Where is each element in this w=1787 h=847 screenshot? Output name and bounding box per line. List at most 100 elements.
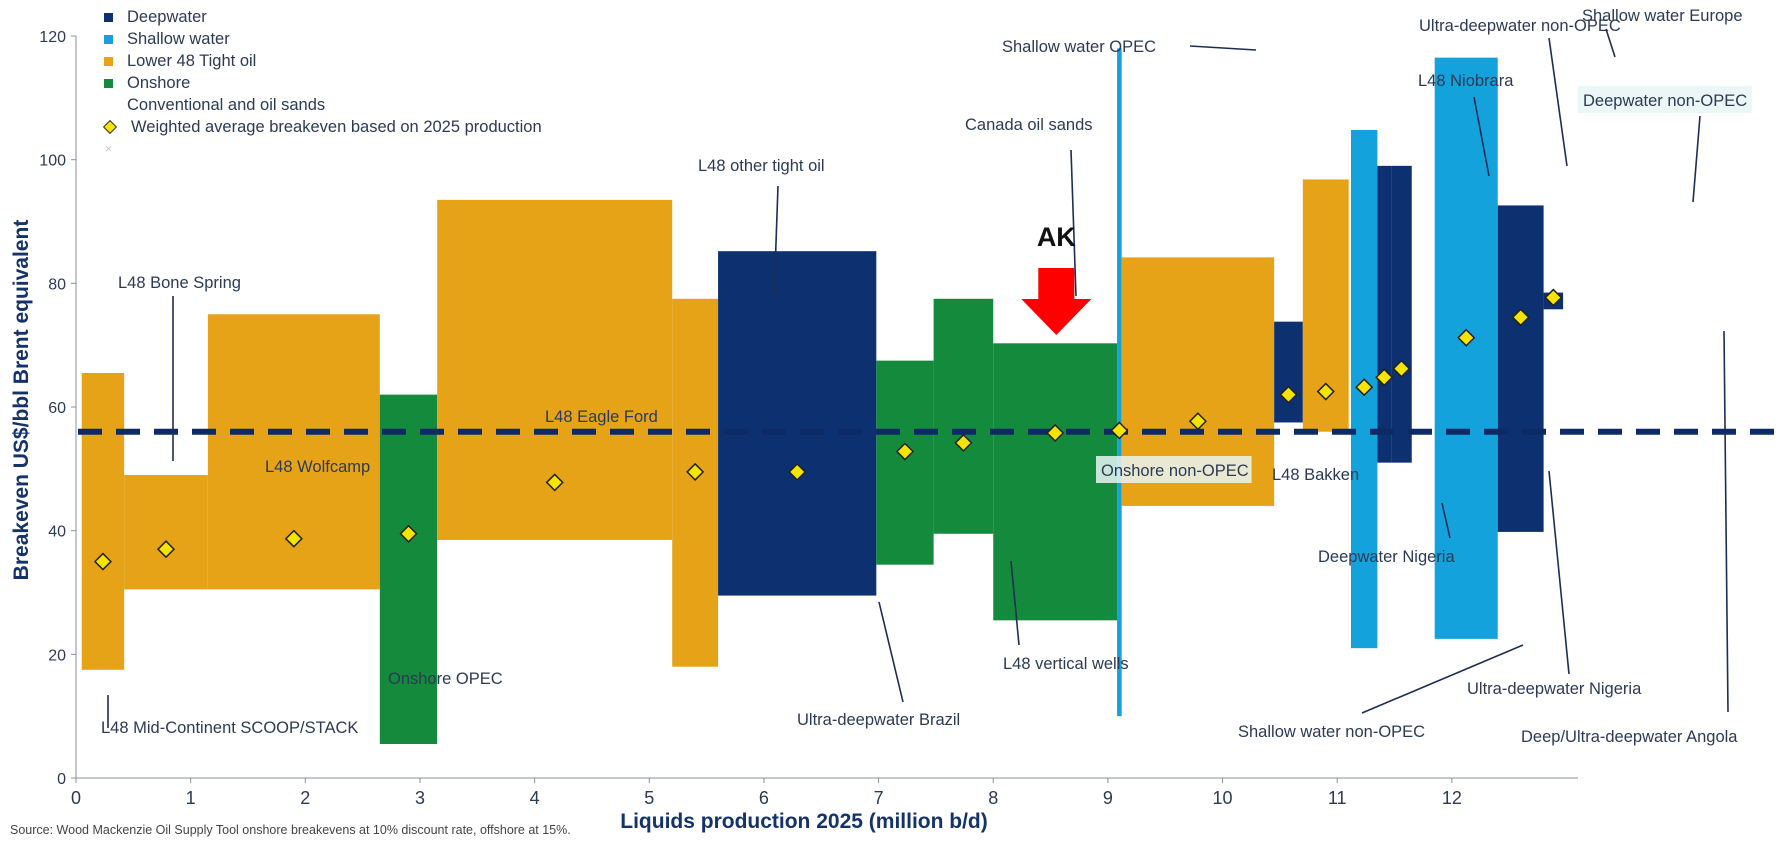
source-note: Source: Wood Mackenzie Oil Supply Tool o… [10, 823, 571, 837]
average-marker [1544, 288, 1563, 307]
segment-label: Canada oil sands [965, 116, 1093, 134]
segment-label: L48 Wolfcamp [265, 458, 370, 476]
leader-line [1692, 115, 1701, 203]
x-tick-label: 1 [186, 788, 196, 808]
average-marker [156, 540, 176, 559]
average-marker [93, 552, 113, 571]
leader-line [1723, 330, 1729, 713]
legend-item: Conventional and oil sands [104, 94, 542, 116]
leader-line [1473, 96, 1490, 177]
x-tick-label: 3 [415, 788, 425, 808]
label-background [1578, 86, 1752, 113]
range-bar [876, 360, 934, 565]
average-marker [1279, 385, 1298, 404]
segment-label: L48 Bone Spring [118, 274, 241, 292]
y-axis-title: Breakeven US$/bbl Brent equivalent [10, 220, 33, 581]
average-marker [284, 529, 303, 548]
segment-label: L48 vertical wells [1003, 655, 1129, 673]
average-marker [399, 524, 418, 543]
x-axis-title: Liquids production 2025 (million b/d) [620, 810, 988, 833]
segment-label: Onshore OPEC [388, 670, 503, 688]
legend-label: Shallow water [127, 30, 230, 48]
leader-line [773, 185, 779, 301]
leader-line [1189, 45, 1257, 51]
average-marker [1375, 368, 1394, 387]
x-tick-label: 9 [1103, 788, 1113, 808]
segment-label: Deepwater non-OPEC [1583, 92, 1747, 110]
segment-label: Deep/Ultra-deepwater Angola [1521, 728, 1738, 746]
y-tick-label: 0 [57, 771, 66, 788]
average-marker [1511, 308, 1530, 327]
y-tick-label: 120 [39, 29, 66, 46]
chart-legend: Deepwater Shallow water Lower 48 Tight oil… [102, 6, 542, 160]
range-bar [1377, 165, 1392, 463]
range-bar [124, 475, 208, 590]
leader-line [1070, 149, 1077, 297]
segment-label: L48 Bakken [1272, 466, 1359, 484]
x-tick-label: 7 [874, 788, 884, 808]
segment-label: Ultra-deepwater Nigeria [1467, 680, 1642, 698]
average-marker [895, 442, 915, 461]
average-marker [954, 433, 973, 452]
range-bar [207, 314, 380, 590]
y-tick-label: 100 [39, 153, 66, 170]
average-marker [1316, 382, 1335, 401]
x-tick-label: 10 [1213, 788, 1233, 808]
range-bar [1434, 57, 1498, 639]
segment-label: Shallow water OPEC [1002, 38, 1156, 56]
segment-label: Onshore non-OPEC [1101, 462, 1249, 480]
leader-line [878, 601, 904, 703]
average-marker [1355, 378, 1374, 397]
legend-swatch [104, 12, 113, 22]
x-tick-label: 8 [988, 788, 998, 808]
legend-label: Weighted average breakeven based on 2025… [131, 118, 542, 136]
legend-swatch [104, 34, 113, 44]
legend-label: Lower 48 Tight oil [127, 52, 257, 70]
label-background [1096, 456, 1252, 483]
x-tick-label: 12 [1442, 788, 1462, 808]
diamond-icon [102, 119, 118, 135]
leader-line [1441, 502, 1451, 539]
average-marker [1457, 328, 1476, 347]
segment-label: L48 Mid-Continent SCOOP/STACK [101, 719, 358, 737]
range-bar [1117, 48, 1122, 717]
range-bar [672, 298, 719, 667]
range-bar [718, 251, 877, 596]
range-bar [81, 372, 125, 670]
segment-label: Shallow water Europe [1582, 7, 1743, 25]
average-marker [686, 462, 705, 481]
x-tick-label: 5 [644, 788, 654, 808]
segment-label: Shallow water non-OPEC [1238, 723, 1425, 741]
segment-label: Ultra-deepwater non-OPEC [1419, 17, 1621, 35]
segment-label: Ultra-deepwater Brazil [797, 711, 960, 729]
x-tick-label: 4 [530, 788, 540, 808]
cross-icon: × [104, 141, 113, 156]
range-bar [1391, 165, 1412, 463]
leader-line [1361, 644, 1524, 714]
segment-label: L48 Eagle Ford [545, 408, 658, 426]
legend-label: Conventional and oil sands [127, 96, 326, 114]
legend-item: Shallow water [104, 28, 542, 50]
average-marker [1046, 423, 1065, 443]
legend-swatch [104, 78, 113, 88]
y-tick-label: 60 [48, 400, 66, 417]
legend-spacer [104, 101, 113, 110]
legend-item: Weighted average breakeven based on 2025… [102, 116, 542, 138]
y-tick-label: 40 [48, 524, 66, 541]
legend-label: Deepwater [127, 8, 207, 26]
annotation-arrow [1021, 268, 1092, 335]
legend-item: × [104, 138, 542, 160]
legend-label: Onshore [127, 74, 191, 92]
segment-label: L48 other tight oil [698, 157, 825, 175]
x-tick-label: 2 [300, 788, 310, 808]
range-bar [379, 394, 438, 744]
leader-line [1605, 28, 1616, 58]
legend-item: Deepwater [104, 6, 542, 28]
leader-line [1548, 37, 1568, 167]
legend-swatch [104, 56, 113, 66]
range-bar [1274, 321, 1303, 423]
range-bar [1497, 205, 1544, 532]
legend-item: Onshore [104, 72, 542, 94]
